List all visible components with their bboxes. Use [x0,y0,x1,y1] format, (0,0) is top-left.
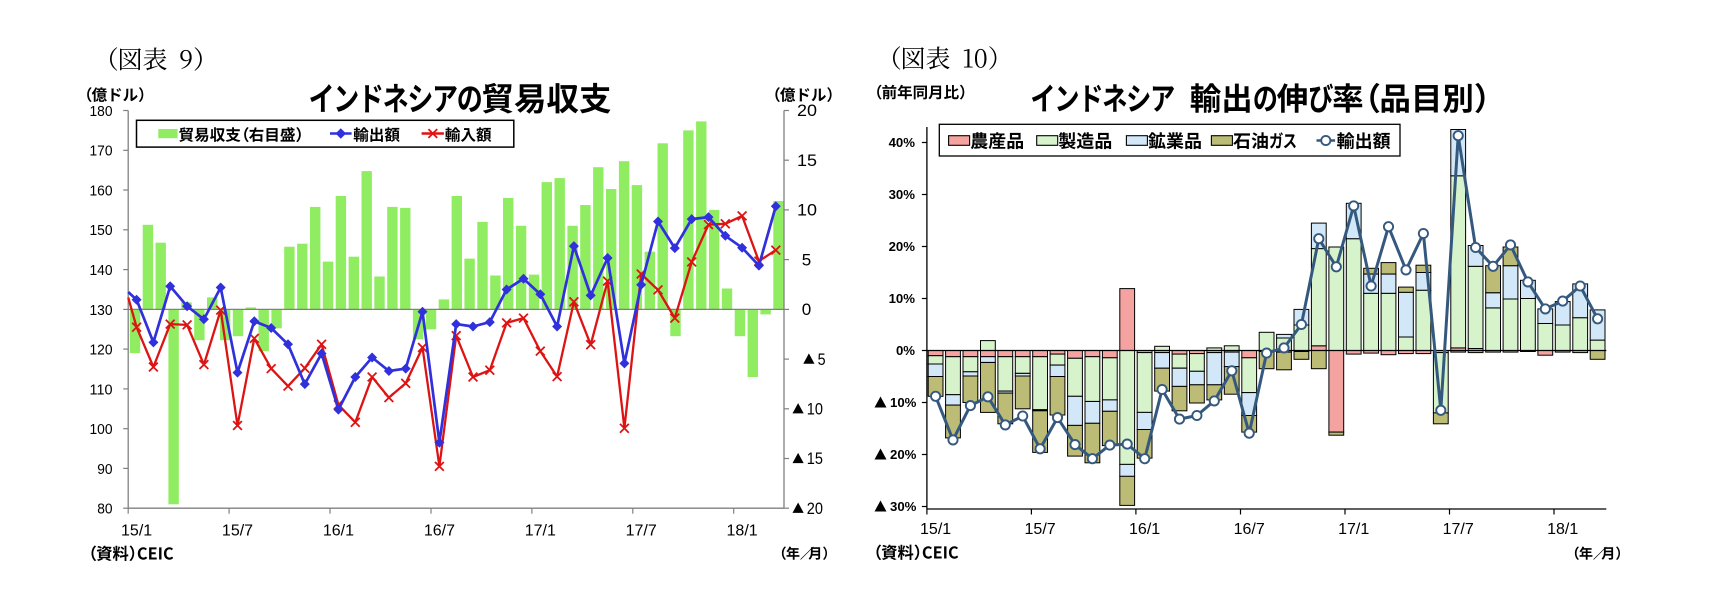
svg-text:120: 120 [90,342,113,359]
svg-text:0%: 0% [896,343,915,358]
svg-text:30%: 30% [889,187,916,202]
svg-text:20: 20 [807,500,823,518]
svg-text:15/7: 15/7 [222,523,253,540]
svg-text:16/7: 16/7 [424,523,455,540]
svg-text:150: 150 [90,222,113,239]
svg-text:180: 180 [90,103,113,120]
svg-text:20: 20 [797,102,817,120]
svg-text:10: 10 [807,401,823,419]
svg-text:15/7: 15/7 [1025,521,1056,538]
svg-text:16/7: 16/7 [1234,521,1265,538]
svg-text:10%: 10% [889,291,916,306]
svg-text:15/1: 15/1 [121,523,152,540]
svg-text:90: 90 [97,461,112,478]
svg-text:20%: 20% [889,239,916,254]
svg-text:18/1: 18/1 [727,523,758,540]
svg-text:5: 5 [802,251,812,269]
svg-text:15: 15 [797,152,817,170]
svg-text:40%: 40% [889,135,916,150]
svg-text:10: 10 [797,202,817,220]
svg-text:15: 15 [807,450,823,468]
svg-text:15/1: 15/1 [920,521,951,538]
svg-text:160: 160 [90,182,113,199]
svg-text:18/1: 18/1 [1547,521,1578,538]
svg-text:17/1: 17/1 [1338,521,1369,538]
svg-text:20%: 20% [890,447,917,462]
svg-text:17/7: 17/7 [626,523,657,540]
svg-text:10%: 10% [890,395,917,410]
svg-text:16/1: 16/1 [323,523,354,540]
svg-text:30%: 30% [890,499,917,514]
svg-text:5: 5 [818,351,826,369]
svg-text:17/1: 17/1 [525,523,556,540]
svg-text:170: 170 [90,143,113,160]
svg-text:130: 130 [90,302,113,319]
svg-text:100: 100 [90,421,113,438]
svg-text:0: 0 [802,301,812,319]
svg-text:140: 140 [90,262,113,279]
svg-text:80: 80 [97,501,112,518]
svg-text:16/1: 16/1 [1129,521,1160,538]
svg-text:17/7: 17/7 [1443,521,1474,538]
svg-text:110: 110 [90,381,113,398]
